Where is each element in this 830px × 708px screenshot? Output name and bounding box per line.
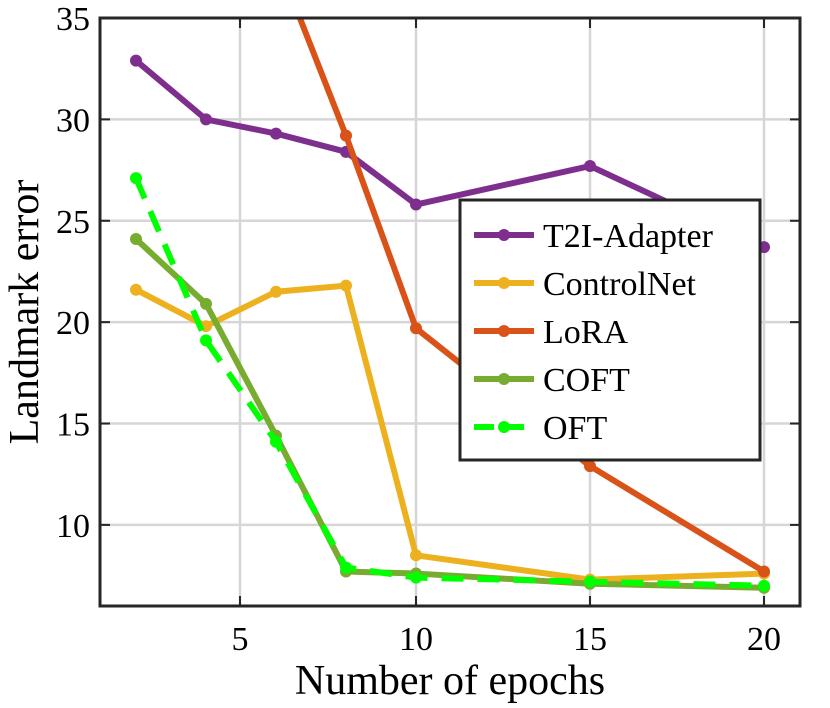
axis-ticks: 5 10 15 20 10 15 20 25 30 35 bbox=[56, 1, 800, 658]
data-point-coft bbox=[130, 233, 142, 246]
data-point-oft bbox=[270, 435, 282, 448]
legend-marker-t2i-adapter bbox=[498, 229, 510, 241]
legend-label-coft: COFT bbox=[543, 362, 630, 399]
y-tick-label: 20 bbox=[56, 305, 90, 342]
y-tick-label: 10 bbox=[56, 508, 90, 545]
data-point-t2i-adapter bbox=[200, 113, 212, 126]
series-group bbox=[130, 18, 770, 594]
x-tick-label: 5 bbox=[232, 621, 249, 658]
data-point-t2i-adapter bbox=[410, 198, 422, 211]
data-point-t2i-adapter bbox=[130, 54, 142, 67]
legend-label-controlnet: ControlNet bbox=[543, 266, 697, 303]
legend-marker-coft bbox=[498, 373, 510, 385]
legend-label-oft: OFT bbox=[543, 410, 607, 447]
data-point-lora bbox=[340, 129, 352, 142]
data-point-lora bbox=[410, 322, 422, 335]
data-point-controlnet bbox=[340, 279, 352, 292]
x-tick-label: 20 bbox=[747, 621, 781, 658]
x-tick-label: 10 bbox=[399, 621, 433, 658]
y-tick-label: 15 bbox=[56, 407, 90, 444]
data-point-oft bbox=[340, 561, 352, 574]
x-tick-label: 15 bbox=[573, 621, 607, 658]
data-point-oft bbox=[584, 575, 596, 588]
y-tick-label: 35 bbox=[56, 1, 90, 38]
legend-marker-controlnet bbox=[498, 277, 510, 289]
data-point-t2i-adapter bbox=[584, 160, 596, 173]
data-point-oft bbox=[200, 334, 212, 347]
data-point-controlnet bbox=[130, 283, 142, 296]
y-tick-label: 25 bbox=[56, 204, 90, 241]
data-point-controlnet bbox=[270, 285, 282, 298]
legend: T2I-Adapter ControlNet LoRA COFT OFT bbox=[458, 198, 762, 462]
plot-frame bbox=[98, 16, 802, 608]
legend-marker-oft bbox=[498, 421, 510, 433]
x-axis-title: Number of epochs bbox=[295, 658, 605, 704]
legend-label-lora: LoRA bbox=[543, 314, 628, 351]
data-point-controlnet bbox=[410, 549, 422, 562]
legend-marker-lora bbox=[498, 325, 510, 337]
data-point-oft bbox=[758, 579, 770, 592]
data-point-t2i-adapter bbox=[270, 127, 282, 140]
data-point-coft bbox=[200, 297, 212, 310]
y-axis-title: Landmark error bbox=[2, 180, 48, 445]
data-point-oft bbox=[410, 571, 422, 584]
y-tick-label: 30 bbox=[56, 102, 90, 139]
data-point-lora bbox=[584, 460, 596, 473]
data-point-oft bbox=[130, 172, 142, 185]
data-point-lora bbox=[758, 565, 770, 578]
legend-label-t2i-adapter: T2I-Adapter bbox=[543, 218, 714, 255]
